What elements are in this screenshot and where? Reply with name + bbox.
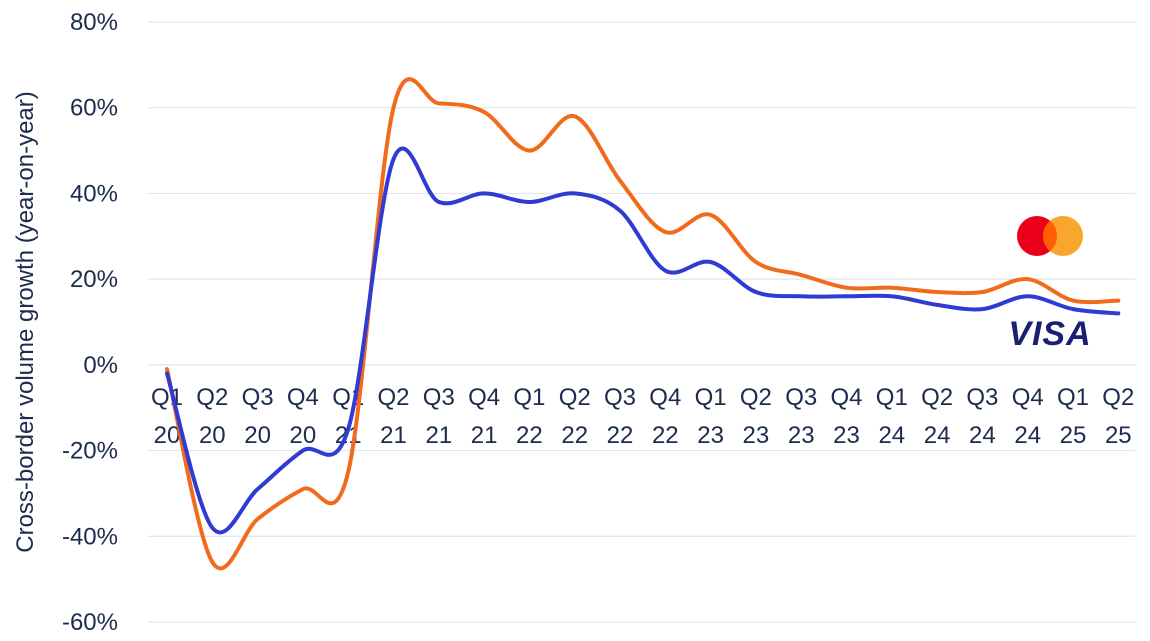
x-tick-label-year: 21: [471, 422, 498, 449]
y-tick-label: 20%: [70, 266, 118, 293]
x-tick-label-quarter: Q2: [921, 384, 953, 411]
x-tick-label-quarter: Q2: [196, 384, 228, 411]
x-tick-label-year: 20: [244, 422, 271, 449]
series-lines: [165, 77, 1121, 571]
y-tick-label: -60%: [62, 609, 118, 636]
x-tick-label-quarter: Q4: [649, 384, 681, 411]
x-tick-label-year: 22: [652, 422, 679, 449]
x-tick-label-year: 23: [697, 422, 724, 449]
x-tick-label-year: 25: [1060, 422, 1087, 449]
x-tick-label-year: 21: [425, 422, 452, 449]
x-tick-label-quarter: Q2: [559, 384, 591, 411]
x-tick-label-quarter: Q3: [242, 384, 274, 411]
x-tick-label-year: 25: [1105, 422, 1132, 449]
x-tick-label-year: 20: [154, 422, 181, 449]
y-tick-label: -40%: [62, 523, 118, 550]
x-tick-label-year: 22: [561, 422, 588, 449]
y-tick-label: 80%: [70, 9, 118, 36]
x-tick-label-year: 20: [290, 422, 317, 449]
y-tick-label: -20%: [62, 438, 118, 465]
x-tick-label-quarter: Q4: [287, 384, 319, 411]
visa-legend-label: VISA: [1008, 315, 1091, 353]
x-tick-label-quarter: Q1: [876, 384, 908, 411]
x-tick-label-quarter: Q3: [604, 384, 636, 411]
x-tick-label-quarter: Q2: [740, 384, 772, 411]
x-tick-label-year: 24: [1014, 422, 1041, 449]
x-tick-label-year: 24: [969, 422, 996, 449]
y-axis-ticks: 80% 60% 40% 20% 0% -20% -40% -60%: [62, 9, 118, 636]
x-tick-label-year: 23: [833, 422, 860, 449]
x-tick-label-quarter: Q3: [423, 384, 455, 411]
grid-lines: [148, 21, 1135, 623]
x-tick-label-quarter: Q4: [830, 384, 862, 411]
x-tick-label-quarter: Q2: [1102, 384, 1134, 411]
x-tick-label-year: 24: [924, 422, 951, 449]
x-tick-label-quarter: Q1: [1057, 384, 1089, 411]
x-tick-label-quarter: Q1: [695, 384, 727, 411]
y-axis-label: Cross-border volume growth (year-on-year…: [12, 91, 39, 552]
x-tick-label-quarter: Q3: [785, 384, 817, 411]
series-line-visa: [165, 146, 1121, 535]
y-tick-label: 60%: [70, 95, 118, 122]
y-tick-label: 40%: [70, 180, 118, 207]
x-tick-label-year: 23: [788, 422, 815, 449]
x-tick-label-quarter: Q1: [151, 384, 183, 411]
mastercard-logo-icon: [1017, 216, 1083, 256]
x-axis-ticks: Q120Q220Q320Q420Q121Q221Q321Q421Q122Q222…: [151, 384, 1134, 449]
x-tick-label-year: 21: [380, 422, 407, 449]
x-tick-label-year: 22: [607, 422, 634, 449]
series-line-mastercard: [165, 77, 1121, 571]
x-tick-label-quarter: Q2: [377, 384, 409, 411]
x-tick-label-quarter: Q4: [1012, 384, 1044, 411]
x-tick-label-year: 20: [199, 422, 226, 449]
x-tick-label-year: 23: [743, 422, 770, 449]
x-tick-label-year: 24: [878, 422, 905, 449]
x-tick-label-year: 22: [516, 422, 543, 449]
x-tick-label-quarter: Q4: [468, 384, 500, 411]
x-tick-label-quarter: Q3: [966, 384, 998, 411]
y-tick-label: 0%: [83, 352, 118, 379]
x-tick-label-quarter: Q1: [513, 384, 545, 411]
